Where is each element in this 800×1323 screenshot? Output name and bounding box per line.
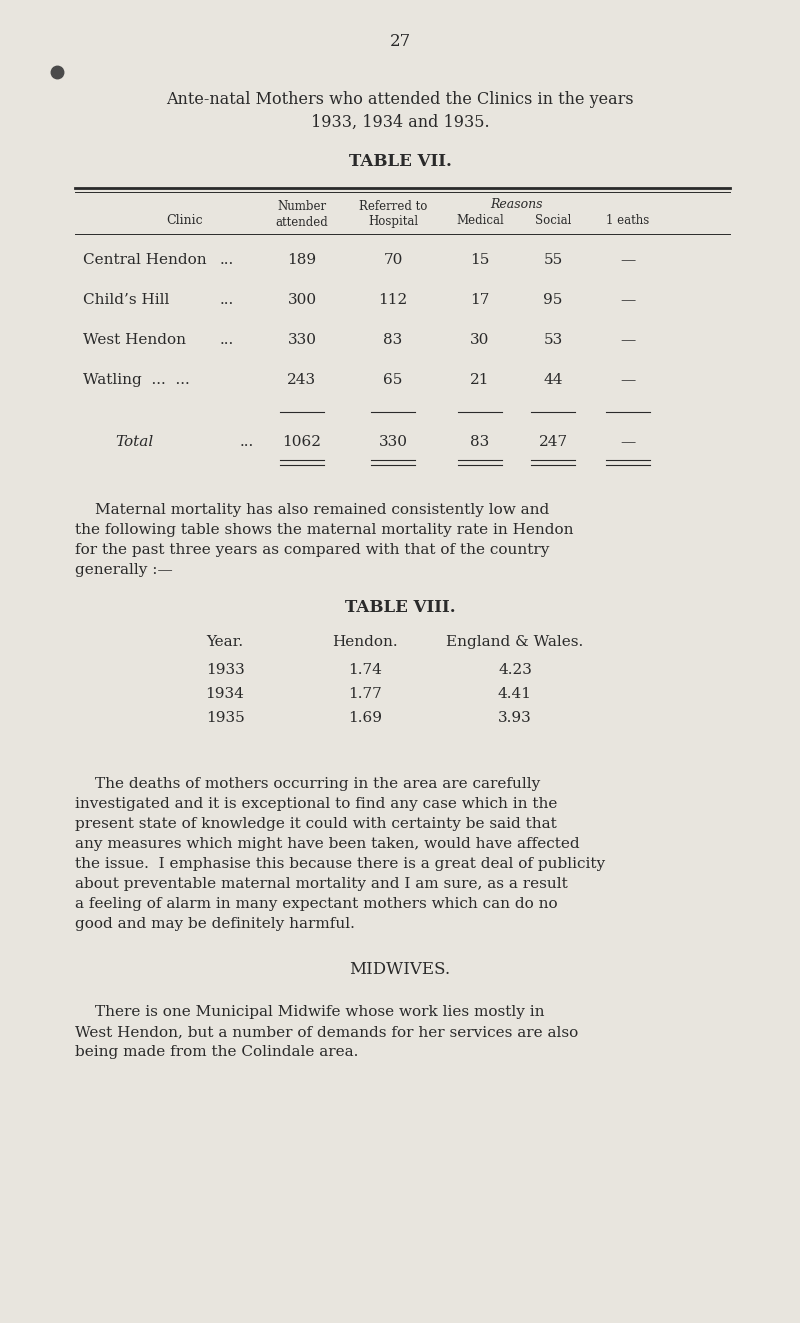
- Text: —: —: [620, 373, 636, 388]
- Text: Hendon.: Hendon.: [332, 635, 398, 650]
- Text: 189: 189: [287, 253, 317, 267]
- Text: a feeling of alarm in many expectant mothers which can do no: a feeling of alarm in many expectant mot…: [75, 897, 558, 912]
- Text: 1935: 1935: [206, 710, 244, 725]
- Text: ...: ...: [240, 435, 254, 448]
- Text: TABLE VII.: TABLE VII.: [349, 153, 451, 171]
- Text: Reasons: Reasons: [490, 197, 542, 210]
- Text: MIDWIVES.: MIDWIVES.: [350, 962, 450, 979]
- Text: Medical: Medical: [456, 213, 504, 226]
- Text: 1.74: 1.74: [348, 663, 382, 677]
- Text: 3.93: 3.93: [498, 710, 532, 725]
- Text: Year.: Year.: [206, 635, 243, 650]
- Text: —: —: [620, 253, 636, 267]
- Text: the issue.  I emphasise this because there is a great deal of publicity: the issue. I emphasise this because ther…: [75, 857, 605, 871]
- Text: 4.41: 4.41: [498, 687, 532, 701]
- Text: West Hendon, but a number of demands for her services are also: West Hendon, but a number of demands for…: [75, 1025, 578, 1039]
- Text: Ante-natal Mothers who attended the Clinics in the years: Ante-natal Mothers who attended the Clin…: [166, 91, 634, 108]
- Text: —: —: [620, 292, 636, 307]
- Text: investigated and it is exceptional to find any case which in the: investigated and it is exceptional to fi…: [75, 796, 558, 811]
- Text: 17: 17: [470, 292, 490, 307]
- Text: Total: Total: [115, 435, 154, 448]
- Text: generally :—: generally :—: [75, 564, 173, 577]
- Text: 44: 44: [543, 373, 562, 388]
- Text: 1934: 1934: [206, 687, 245, 701]
- Text: 243: 243: [287, 373, 317, 388]
- Text: good and may be definitely harmful.: good and may be definitely harmful.: [75, 917, 355, 931]
- Text: 55: 55: [543, 253, 562, 267]
- Text: 1 eaths: 1 eaths: [606, 213, 650, 226]
- Text: the following table shows the maternal mortality rate in Hendon: the following table shows the maternal m…: [75, 523, 574, 537]
- Text: 1.77: 1.77: [348, 687, 382, 701]
- Text: 83: 83: [470, 435, 490, 448]
- Text: There is one Municipal Midwife whose work lies mostly in: There is one Municipal Midwife whose wor…: [95, 1005, 545, 1019]
- Text: 95: 95: [543, 292, 562, 307]
- Text: Maternal mortality has also remained consistently low and: Maternal mortality has also remained con…: [95, 503, 550, 517]
- Text: 27: 27: [390, 33, 410, 50]
- Text: about preventable maternal mortality and I am sure, as a result: about preventable maternal mortality and…: [75, 877, 568, 890]
- Text: —: —: [620, 435, 636, 448]
- Text: —: —: [620, 333, 636, 347]
- Text: 21: 21: [470, 373, 490, 388]
- Text: 70: 70: [383, 253, 402, 267]
- Text: 65: 65: [383, 373, 402, 388]
- Text: Child’s Hill: Child’s Hill: [83, 292, 170, 307]
- Text: West Hendon: West Hendon: [83, 333, 186, 347]
- Text: Watling  ...  ...: Watling ... ...: [83, 373, 190, 388]
- Text: being made from the Colindale area.: being made from the Colindale area.: [75, 1045, 358, 1058]
- Text: Social: Social: [535, 213, 571, 226]
- Text: 330: 330: [378, 435, 407, 448]
- Text: TABLE VIII.: TABLE VIII.: [345, 599, 455, 617]
- Text: 112: 112: [378, 292, 408, 307]
- Text: 300: 300: [287, 292, 317, 307]
- Text: 247: 247: [538, 435, 567, 448]
- Text: 83: 83: [383, 333, 402, 347]
- Text: ...: ...: [220, 333, 234, 347]
- Text: Referred to
Hospital: Referred to Hospital: [359, 200, 427, 229]
- Text: 4.23: 4.23: [498, 663, 532, 677]
- Text: 1933: 1933: [206, 663, 244, 677]
- Text: present state of knowledge it could with certainty be said that: present state of knowledge it could with…: [75, 818, 557, 831]
- Text: 1062: 1062: [282, 435, 322, 448]
- Text: 53: 53: [543, 333, 562, 347]
- Text: The deaths of mothers occurring in the area are carefully: The deaths of mothers occurring in the a…: [95, 777, 540, 791]
- Text: 15: 15: [470, 253, 490, 267]
- Text: ...: ...: [220, 253, 234, 267]
- Text: 1.69: 1.69: [348, 710, 382, 725]
- Text: 30: 30: [470, 333, 490, 347]
- Text: 1933, 1934 and 1935.: 1933, 1934 and 1935.: [310, 114, 490, 131]
- Text: ...: ...: [220, 292, 234, 307]
- Text: Number
attended: Number attended: [276, 200, 328, 229]
- Text: Central Hendon: Central Hendon: [83, 253, 206, 267]
- Text: Clinic: Clinic: [166, 213, 203, 226]
- Text: for the past three years as compared with that of the country: for the past three years as compared wit…: [75, 542, 550, 557]
- Text: 330: 330: [287, 333, 317, 347]
- Text: England & Wales.: England & Wales.: [446, 635, 584, 650]
- Text: any measures which might have been taken, would have affected: any measures which might have been taken…: [75, 837, 580, 851]
